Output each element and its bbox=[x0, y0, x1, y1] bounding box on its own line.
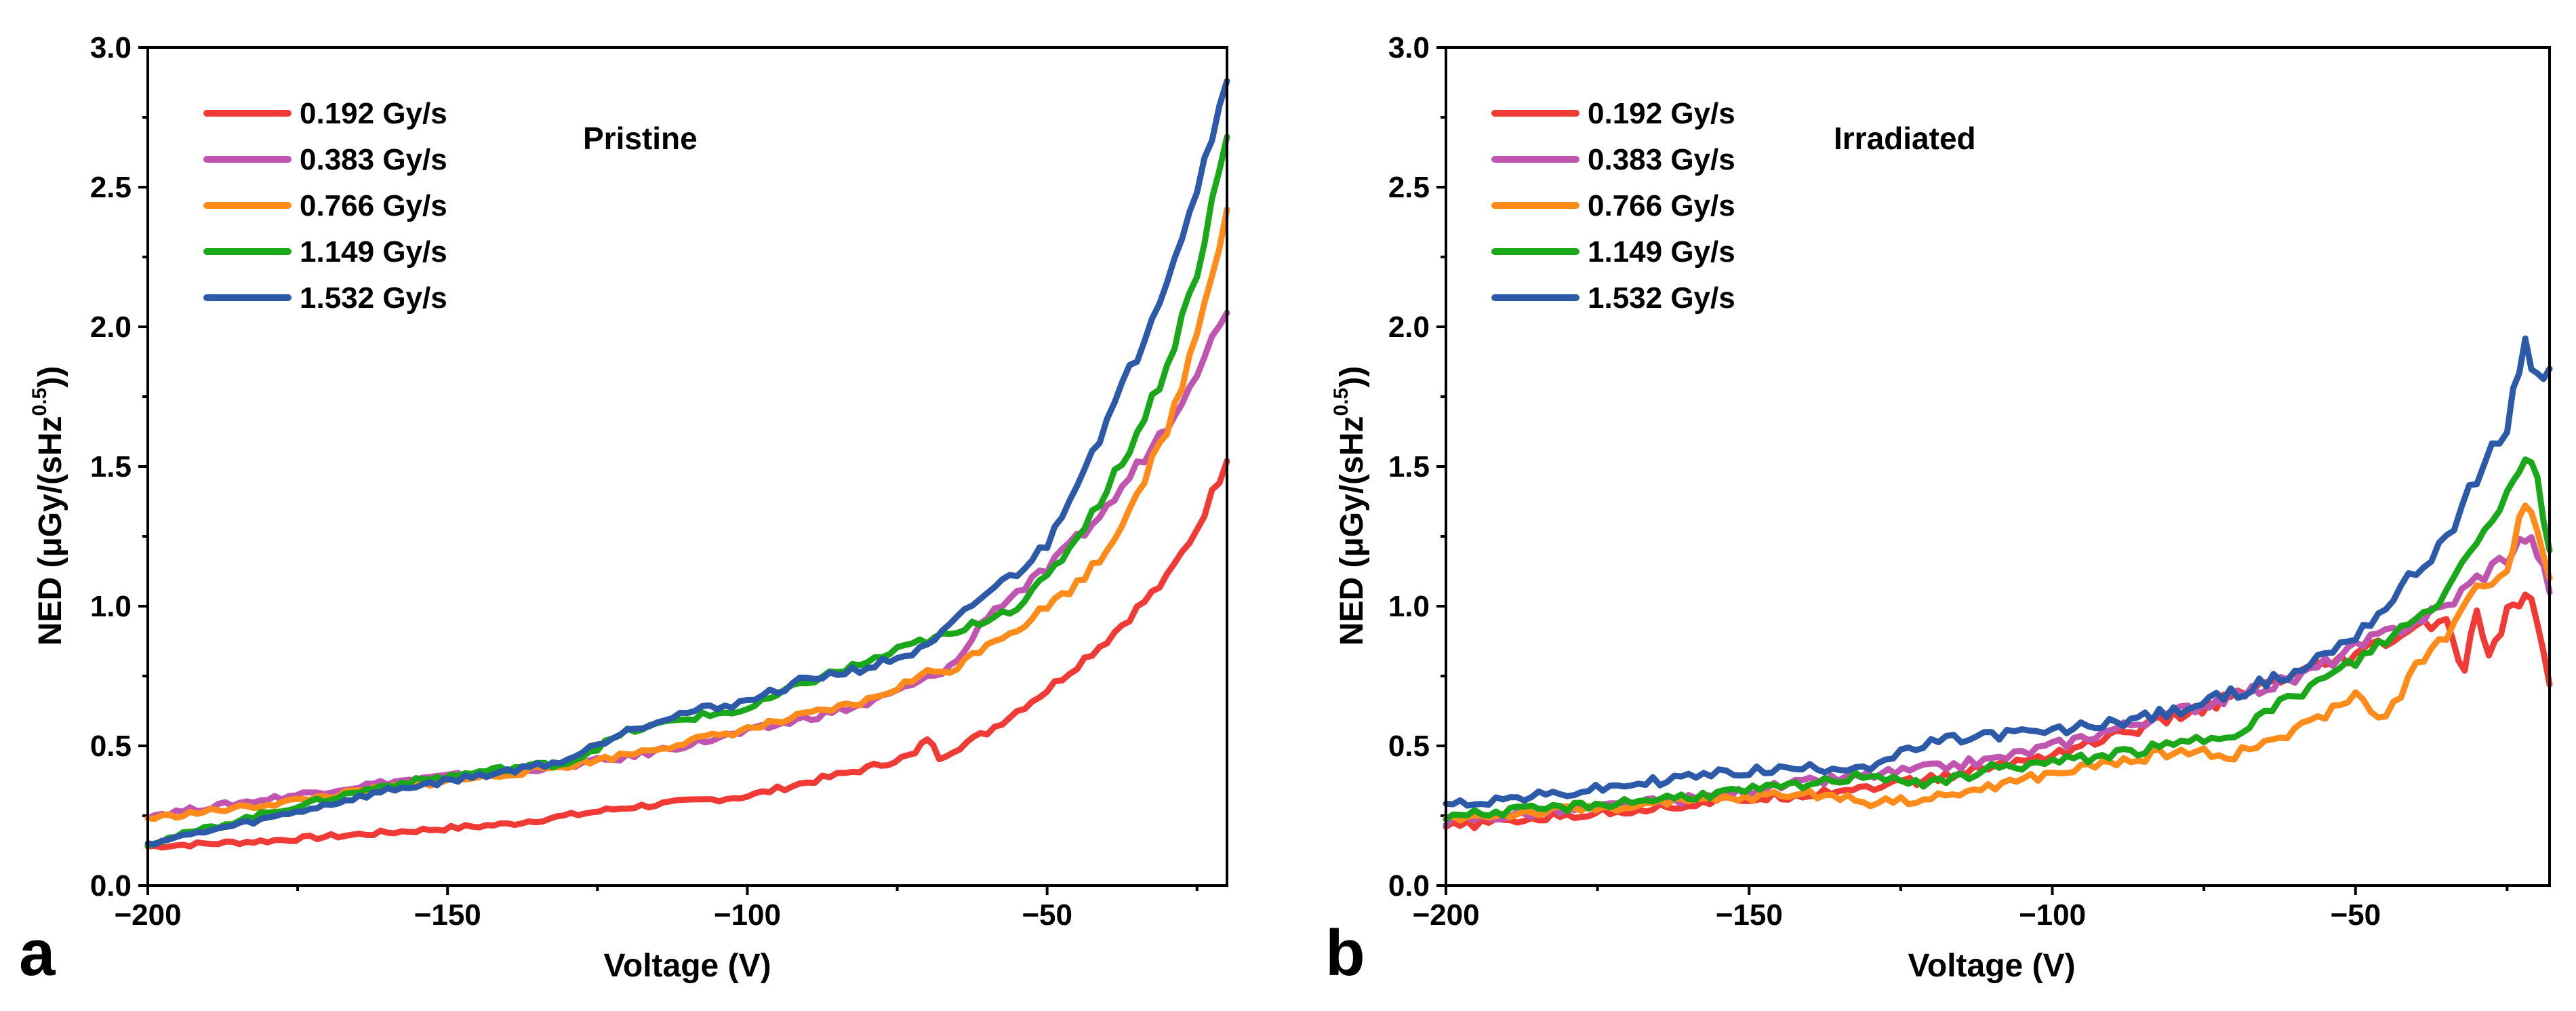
annotation-irradiated: Irradiated bbox=[1834, 121, 1976, 156]
legend-label-b-0: 0.192 Gy/s bbox=[1588, 97, 1735, 130]
series-line-a-3 bbox=[144, 134, 1230, 849]
y-axis-label-a: NED (μGy/(sHz0.5)) bbox=[28, 366, 68, 646]
y-tick-label-b-2: 1.0 bbox=[1388, 590, 1430, 623]
legend-entry-b-1: 0.383 Gy/s bbox=[1491, 143, 1735, 176]
x-axis-label-b: Voltage (V) bbox=[1908, 948, 2075, 984]
y-tick-label-a-4: 2.0 bbox=[90, 311, 132, 344]
x-tick-label-a-0: −200 bbox=[114, 898, 181, 932]
legend-entry-b-2: 0.766 Gy/s bbox=[1491, 189, 1735, 222]
legend-label-a-2: 0.766 Gy/s bbox=[300, 189, 447, 222]
y-axis-label-b: NED (μGy/(sHz0.5)) bbox=[1330, 366, 1370, 646]
chart-panel-a: a Pristine Voltage (V) NED (μGy/(sHz0.5)… bbox=[19, 31, 1230, 989]
y-axis-label-b-main: NED (μGy/(sHz bbox=[1334, 416, 1370, 646]
legend-label-a-1: 0.383 Gy/s bbox=[300, 143, 447, 176]
legend-label-b-3: 1.149 Gy/s bbox=[1588, 235, 1735, 269]
y-tick-label-a-0: 0.0 bbox=[90, 869, 132, 903]
series-group-b bbox=[1443, 335, 2553, 831]
x-tick-label-b-1: −150 bbox=[1716, 898, 1783, 932]
y-axis-label-b-end: )) bbox=[1334, 366, 1370, 388]
y-axis-label-a-sup: 0.5 bbox=[28, 388, 51, 416]
series-line-a-2 bbox=[144, 206, 1230, 822]
y-tick-label-b-0: 0.0 bbox=[1388, 869, 1430, 903]
x-tick-label-b-2: −100 bbox=[2019, 898, 2086, 932]
legend-label-b-1: 0.383 Gy/s bbox=[1588, 143, 1735, 176]
y-axis-label-b-sup: 0.5 bbox=[1330, 388, 1352, 416]
legend-label-a-0: 0.192 Gy/s bbox=[300, 97, 447, 130]
y-tick-label-b-5: 2.5 bbox=[1388, 171, 1430, 204]
series-group-a bbox=[144, 77, 1230, 851]
legend-entry-a-3: 1.149 Gy/s bbox=[203, 235, 447, 269]
y-tick-label-a-2: 1.0 bbox=[90, 590, 132, 623]
series-line-b-4 bbox=[1443, 335, 2553, 809]
x-tick-label-b-3: −50 bbox=[2330, 898, 2381, 932]
series-line-b-2 bbox=[1443, 502, 2553, 824]
plot-frame-a bbox=[146, 46, 1228, 887]
series-line-a-4 bbox=[144, 77, 1230, 848]
annotation-pristine: Pristine bbox=[583, 121, 698, 156]
legend-entry-b-3: 1.149 Gy/s bbox=[1491, 235, 1735, 269]
chart-panel-b: b Irradiated Voltage (V) NED (μGy/(sHz0.… bbox=[1325, 31, 2553, 989]
y-tick-label-a-6: 3.0 bbox=[90, 31, 132, 64]
axis-ticks-a: −200 −150 −100 −50 0.0 0.5 1.0 1.5 2.0 2.5 3.0 bbox=[90, 31, 1199, 932]
series-line-b-3 bbox=[1443, 456, 2553, 822]
y-axis-label-a-main: NED (μGy/(sHz bbox=[33, 416, 68, 646]
legend-a: 0.192 Gy/s 0.383 Gy/s 0.766 Gy/s 1.149 G… bbox=[203, 97, 447, 315]
legend-entry-a-0: 0.192 Gy/s bbox=[203, 97, 447, 130]
legend-entry-a-2: 0.766 Gy/s bbox=[203, 189, 447, 222]
x-tick-label-a-3: −50 bbox=[1022, 898, 1072, 932]
legend-b: 0.192 Gy/s 0.383 Gy/s 0.766 Gy/s 1.149 G… bbox=[1491, 97, 1735, 315]
axis-ticks-b: −200 −150 −100 −50 0.0 0.5 1.0 1.5 2.0 2.5 3.0 bbox=[1388, 31, 2509, 932]
panel-letter-a: a bbox=[19, 917, 56, 989]
x-tick-label-a-1: −150 bbox=[414, 898, 481, 932]
series-line-a-0 bbox=[144, 458, 1230, 851]
legend-label-a-4: 1.532 Gy/s bbox=[300, 281, 447, 315]
y-tick-label-a-1: 0.5 bbox=[90, 730, 132, 763]
legend-label-b-2: 0.766 Gy/s bbox=[1588, 189, 1735, 222]
legend-entry-b-0: 0.192 Gy/s bbox=[1491, 97, 1735, 130]
legend-entry-a-1: 0.383 Gy/s bbox=[203, 143, 447, 176]
x-tick-label-a-2: −100 bbox=[714, 898, 781, 932]
legend-entry-a-4: 1.532 Gy/s bbox=[203, 281, 447, 315]
plot-frame-b bbox=[1445, 46, 2551, 887]
panel-letter-b: b bbox=[1325, 917, 1365, 989]
y-tick-label-a-3: 1.5 bbox=[90, 450, 132, 483]
y-tick-label-b-4: 2.0 bbox=[1388, 311, 1430, 344]
legend-entry-b-4: 1.532 Gy/s bbox=[1491, 281, 1735, 315]
series-line-b-1 bbox=[1443, 534, 2553, 829]
legend-label-b-4: 1.532 Gy/s bbox=[1588, 281, 1735, 315]
y-tick-label-b-3: 1.5 bbox=[1388, 450, 1430, 483]
x-tick-label-b-0: −200 bbox=[1412, 898, 1479, 932]
y-tick-label-b-1: 0.5 bbox=[1388, 730, 1430, 763]
y-axis-label-a-end: )) bbox=[33, 366, 68, 388]
x-axis-label-a: Voltage (V) bbox=[603, 948, 771, 984]
y-tick-label-b-6: 3.0 bbox=[1388, 31, 1430, 64]
legend-label-a-3: 1.149 Gy/s bbox=[300, 235, 447, 269]
y-tick-label-a-5: 2.5 bbox=[90, 171, 132, 204]
